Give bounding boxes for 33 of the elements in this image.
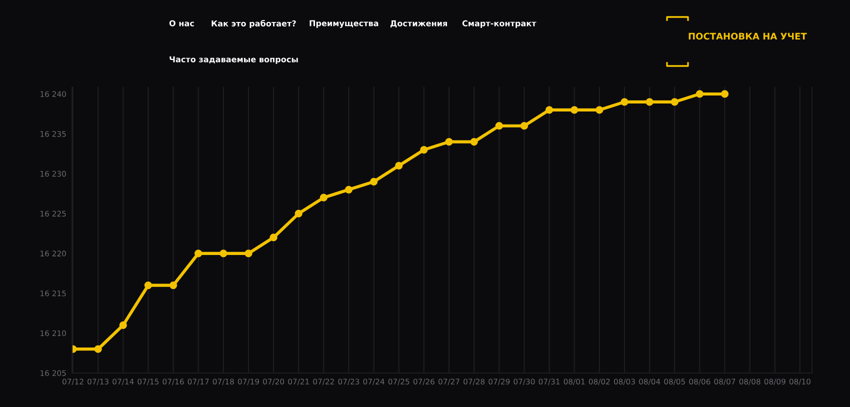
point: [420, 146, 428, 154]
point: [244, 250, 252, 258]
text: О нас: [169, 20, 194, 26]
point: [94, 345, 102, 353]
point: [144, 281, 152, 290]
point: [520, 122, 528, 130]
point: [670, 98, 678, 106]
point: [495, 122, 503, 130]
point: [696, 90, 704, 98]
point: [646, 98, 654, 106]
text: Как это работает?: [212, 20, 296, 28]
point: [294, 210, 302, 218]
text: ПОСТАНОВКА НА УЧЕТ: [688, 32, 807, 40]
point: [570, 106, 578, 114]
point: [620, 98, 628, 106]
point: [445, 138, 453, 146]
point: [169, 281, 178, 290]
point: [194, 250, 202, 258]
point: [344, 186, 353, 194]
text: Преимущества: [310, 20, 378, 28]
point: [119, 321, 127, 329]
text: Смарт-контракт: [462, 20, 536, 28]
text: Достижения: [390, 20, 447, 28]
point: [470, 138, 478, 146]
point: [596, 106, 604, 114]
point: [320, 194, 328, 202]
point: [270, 234, 278, 242]
point: [395, 162, 403, 170]
point: [720, 90, 729, 98]
point: [370, 178, 378, 186]
point: [545, 106, 554, 114]
text: Часто задаваемые вопросы: [170, 56, 298, 64]
point: [220, 250, 228, 258]
